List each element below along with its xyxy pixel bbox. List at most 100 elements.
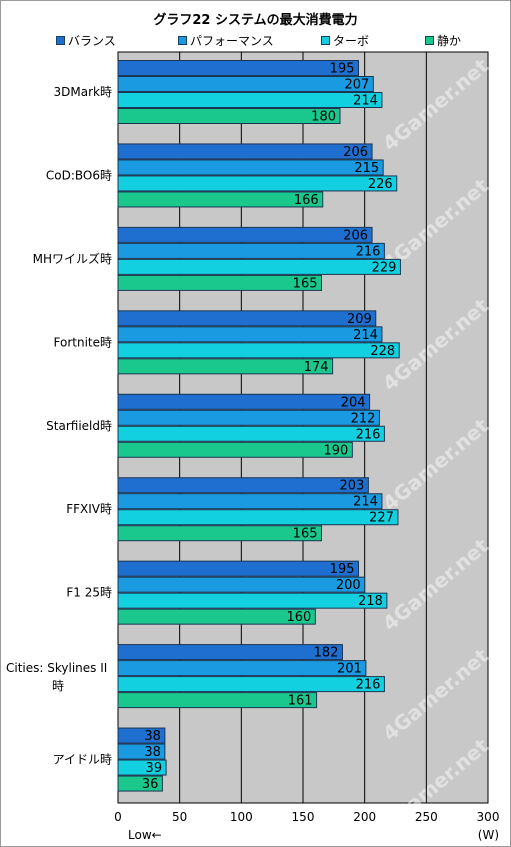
bar-value-label: 215 <box>354 161 379 176</box>
category-label: Cities: Skylines II <box>6 661 107 675</box>
bar <box>117 441 353 458</box>
bar-value-label: 39 <box>146 761 163 776</box>
legend-item-turbo: ターボ <box>321 33 370 48</box>
legend-label-performance: パフォーマンス <box>190 33 274 48</box>
bar-value-label: 165 <box>293 276 318 291</box>
bar-value-label: 203 <box>340 479 365 494</box>
bar-value-label: 180 <box>311 110 336 125</box>
bar <box>117 560 359 577</box>
bar <box>117 775 163 792</box>
x-tick-label: 250 <box>415 810 438 824</box>
bar-value-label: 216 <box>356 427 381 442</box>
bar-value-label: 166 <box>294 193 319 208</box>
legend-label-turbo: ターボ <box>333 33 370 48</box>
bar-value-label: 214 <box>353 495 378 510</box>
bar <box>117 608 316 625</box>
bar-value-label: 214 <box>353 94 378 109</box>
x-axis-unit: (W) <box>477 828 499 842</box>
bar-value-label: 209 <box>347 312 372 327</box>
category-label: アイドル時 <box>53 753 112 767</box>
bar <box>117 175 398 192</box>
category-label: Fortnite時 <box>54 335 112 349</box>
bar-value-label: 206 <box>343 145 368 160</box>
bar-value-label: 195 <box>330 62 355 77</box>
category-label: CoD:BO6時 <box>46 168 112 182</box>
bar <box>117 644 343 661</box>
bar-value-label: 38 <box>144 729 161 744</box>
bar-value-label: 218 <box>358 594 383 609</box>
bar-value-label: 226 <box>368 177 393 192</box>
bar <box>117 358 334 375</box>
bar-value-label: 182 <box>314 646 339 661</box>
bar-value-label: 195 <box>330 562 355 577</box>
bar <box>117 258 401 275</box>
bar-value-label: 206 <box>343 228 368 243</box>
legend-label-balance: バランス <box>68 33 116 48</box>
bar <box>117 326 383 343</box>
bar-value-label: 228 <box>370 344 395 359</box>
bar <box>117 676 385 693</box>
legend-item-quiet: 静か <box>425 33 461 48</box>
legend-swatch-balance <box>56 35 65 45</box>
x-tick-label: 0 <box>114 810 122 824</box>
bar-value-label: 229 <box>372 260 397 275</box>
bar <box>117 576 366 593</box>
bar-value-label: 38 <box>144 745 161 760</box>
x-tick-label: 150 <box>292 810 315 824</box>
bar <box>117 159 384 176</box>
bar-value-label: 227 <box>369 511 394 526</box>
category-label: 3DMark時 <box>54 85 112 99</box>
bar-value-label: 212 <box>351 411 376 426</box>
category-label: MHワイルズ時 <box>33 251 112 266</box>
bar-value-label: 165 <box>293 527 318 542</box>
bar <box>117 660 367 677</box>
category-label: FFXIV時 <box>66 502 112 516</box>
bar <box>117 759 167 776</box>
bar-value-label: 160 <box>287 610 312 625</box>
bar <box>117 592 388 609</box>
category-label: Starfiield時 <box>46 419 112 433</box>
bar-value-label: 216 <box>356 244 381 259</box>
bar-value-label: 174 <box>304 360 329 375</box>
bar <box>117 509 399 526</box>
x-tick-label: 200 <box>353 810 376 824</box>
bar <box>117 226 373 243</box>
x-tick-label: 50 <box>172 810 187 824</box>
bar <box>117 92 383 108</box>
x-tick-label: 100 <box>230 810 253 824</box>
bar <box>117 143 373 160</box>
bar-value-label: 204 <box>341 395 366 410</box>
bar-value-label: 214 <box>353 328 378 343</box>
low-note: Low← <box>128 828 162 842</box>
bar-value-label: 161 <box>288 694 313 709</box>
bar <box>117 108 341 124</box>
chart-title: グラフ22 システムの最大消費電力 <box>153 13 358 28</box>
bar <box>117 743 166 760</box>
bar-value-label: 190 <box>324 443 349 458</box>
bar <box>117 310 377 327</box>
legend-item-performance: パフォーマンス <box>178 33 274 48</box>
legend-swatch-performance <box>178 35 187 45</box>
bar-value-label: 201 <box>337 662 362 677</box>
bar <box>117 692 318 709</box>
legend-swatch-quiet <box>425 35 434 45</box>
category-label: 時 <box>52 679 64 693</box>
bar <box>117 409 380 426</box>
bar <box>117 477 369 494</box>
bar <box>117 342 400 359</box>
bar <box>117 525 322 542</box>
bar <box>117 76 374 92</box>
bar-value-label: 207 <box>344 78 369 93</box>
bar <box>117 191 324 208</box>
bar <box>117 727 166 744</box>
bar <box>117 274 322 291</box>
x-tick-label: 300 <box>477 810 500 824</box>
bar-value-label: 216 <box>356 678 381 693</box>
bar <box>117 493 383 510</box>
bar-value-label: 200 <box>336 578 361 593</box>
bar <box>117 425 385 442</box>
bar <box>117 60 359 76</box>
bar <box>117 393 371 410</box>
category-label: F1 25時 <box>66 586 112 600</box>
